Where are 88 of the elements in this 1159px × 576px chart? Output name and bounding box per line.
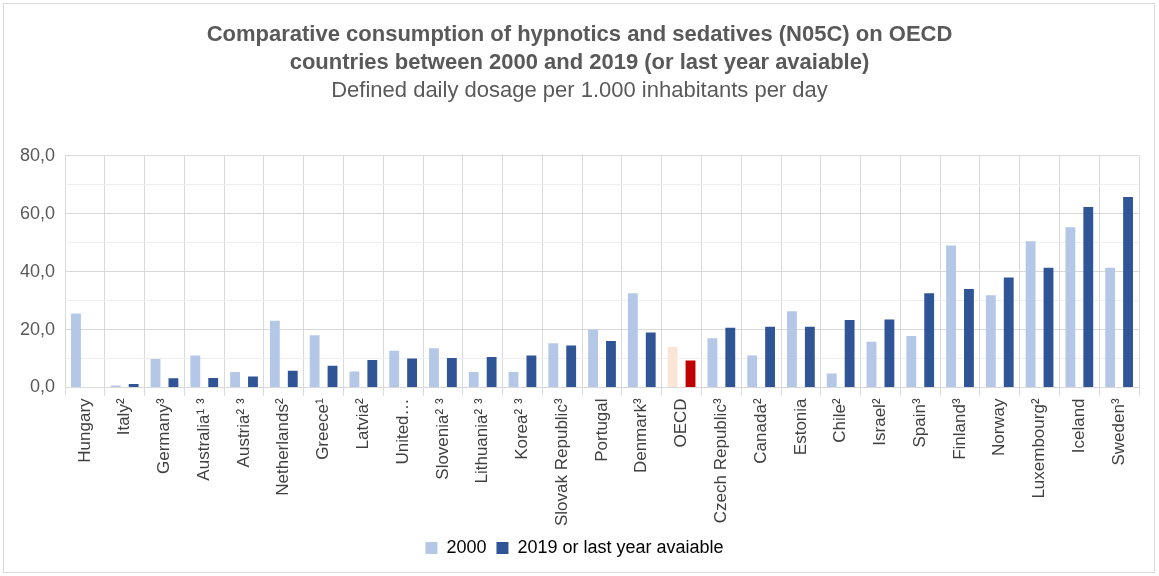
x-tick-label: Czech Republic³ xyxy=(711,398,731,524)
bar xyxy=(389,350,400,387)
bar xyxy=(645,332,656,387)
bar xyxy=(230,372,240,387)
bar xyxy=(309,335,320,387)
x-tick-label: Italy² xyxy=(114,398,134,436)
bar xyxy=(71,313,81,387)
bar xyxy=(208,377,219,387)
legend-label: 2000 xyxy=(446,536,487,557)
bar xyxy=(765,326,775,387)
bar xyxy=(168,378,179,387)
bar xyxy=(964,288,974,387)
bar xyxy=(150,359,161,387)
y-tick-label: 20,0 xyxy=(19,318,56,339)
x-tick-label: Norway xyxy=(989,397,1009,457)
x-tick-label: Korea² ³ xyxy=(512,398,532,460)
y-tick-label: 60,0 xyxy=(19,202,56,223)
bar xyxy=(407,358,418,387)
x-tick-label: Latvia² xyxy=(353,398,373,450)
x-tick-label: Iceland xyxy=(1069,398,1089,454)
x-tick-label: Austria² ³ xyxy=(233,398,253,468)
x-tick-label: OECD xyxy=(671,398,691,448)
x-tick-label: Slovak Republic³ xyxy=(551,398,571,526)
x-tick-label: Portugal xyxy=(591,398,611,462)
x-tick-label: Finland³ xyxy=(949,398,969,460)
bar xyxy=(606,341,616,387)
bar xyxy=(844,319,855,387)
bar xyxy=(1043,267,1054,387)
x-tick-label: Germany³ xyxy=(154,398,174,475)
bar xyxy=(866,341,877,387)
bar xyxy=(1123,196,1133,387)
x-tick-label: Luxembourg² xyxy=(1029,398,1049,499)
bar xyxy=(985,295,996,387)
x-tick-label: Spain³ xyxy=(909,398,929,448)
bar xyxy=(508,372,519,387)
x-tick-label: Hungary xyxy=(74,397,94,463)
x-tick-label: Estonia xyxy=(790,397,810,456)
x-tick-label: Slovenia² ³ xyxy=(432,398,452,480)
bar xyxy=(248,376,258,387)
bar xyxy=(588,329,598,387)
legend-label: 2019 or last year avaiable xyxy=(517,536,724,557)
y-tick-label: 80,0 xyxy=(19,144,56,165)
chart-title: Comparative consumption of hypnotics and sedatives (N05C) on OECD countries between 2000 and 2019 (or last year avaiable) xyxy=(205,20,954,76)
bar xyxy=(367,359,378,387)
bar xyxy=(548,343,559,387)
y-tick-label: 40,0 xyxy=(19,260,56,281)
x-tick-label: Greece¹ xyxy=(313,398,333,460)
bar xyxy=(1003,277,1014,387)
x-tick-label: Netherlands² xyxy=(273,398,293,496)
x-tick-label: Sweden³ xyxy=(1108,398,1128,466)
bar xyxy=(468,372,479,387)
bar xyxy=(685,360,696,387)
bar xyxy=(906,335,917,387)
bar xyxy=(486,357,497,387)
chart-subtitle: Defined daily dosage per 1.000 inhabitants per day xyxy=(330,76,829,104)
bar xyxy=(924,293,935,387)
x-tick-label: Canada² xyxy=(750,398,770,464)
bar xyxy=(269,320,280,387)
bar xyxy=(667,346,678,387)
x-tick-label: Lithuania² ³ xyxy=(472,398,492,484)
bar xyxy=(627,293,638,387)
bar xyxy=(707,338,718,387)
bar xyxy=(327,365,338,387)
bar xyxy=(826,373,837,387)
x-tick-label: Israel² xyxy=(870,398,890,446)
bar xyxy=(787,311,797,387)
bar xyxy=(446,357,457,387)
bar xyxy=(1025,241,1036,387)
bar xyxy=(884,319,895,387)
bar xyxy=(429,348,439,387)
bar xyxy=(287,370,298,387)
x-tick-label: Chile² xyxy=(830,398,850,443)
bar xyxy=(725,327,736,387)
x-tick-label: Denmark³ xyxy=(631,398,651,474)
bar xyxy=(128,383,139,387)
bar xyxy=(526,355,537,387)
bar xyxy=(747,355,758,387)
bar xyxy=(190,355,201,387)
x-tick-label: United… xyxy=(392,398,412,465)
x-tick-label: Australia¹ ³ xyxy=(193,398,213,481)
bar xyxy=(946,245,956,387)
bar xyxy=(1105,267,1116,387)
bar xyxy=(1083,207,1094,387)
bar xyxy=(349,371,360,387)
y-tick-label: 0,0 xyxy=(30,376,56,397)
bar xyxy=(1065,227,1076,387)
bar xyxy=(566,345,577,387)
bar xyxy=(804,326,815,387)
